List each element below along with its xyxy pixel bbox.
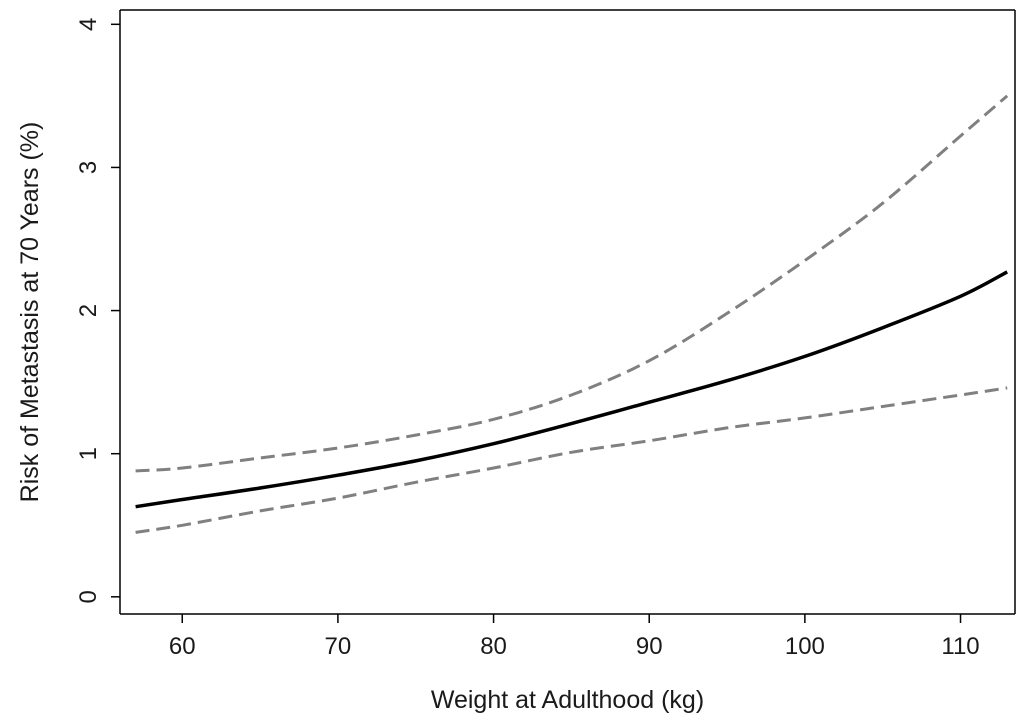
x-tick-label: 70 [325,633,352,660]
axes: 60 70 80 90 100 110 0 1 2 3 4 [75,9,1016,660]
y-tick-label: 1 [75,447,102,460]
series-line-estimate [135,270,1009,509]
series-line-lower-ci [135,386,1008,534]
x-axis-title: Weight at Adulthood (kg) [431,686,704,714]
x-tick-label: 110 [941,633,979,660]
y-tick-label: 4 [75,18,102,31]
series-layer [135,94,1009,534]
x-tick-label: 60 [169,633,196,660]
y-tick-label: 0 [75,590,102,603]
x-tick-label: 80 [480,633,507,660]
series-line-upper-ci [135,94,1009,473]
x-tick-label: 90 [636,633,663,660]
y-tick-label: 2 [75,304,102,317]
y-axis-title: Risk of Metastasis at 70 Years (%) [16,122,44,503]
y-tick-label: 3 [75,161,102,174]
x-tick-label: 100 [785,633,825,660]
